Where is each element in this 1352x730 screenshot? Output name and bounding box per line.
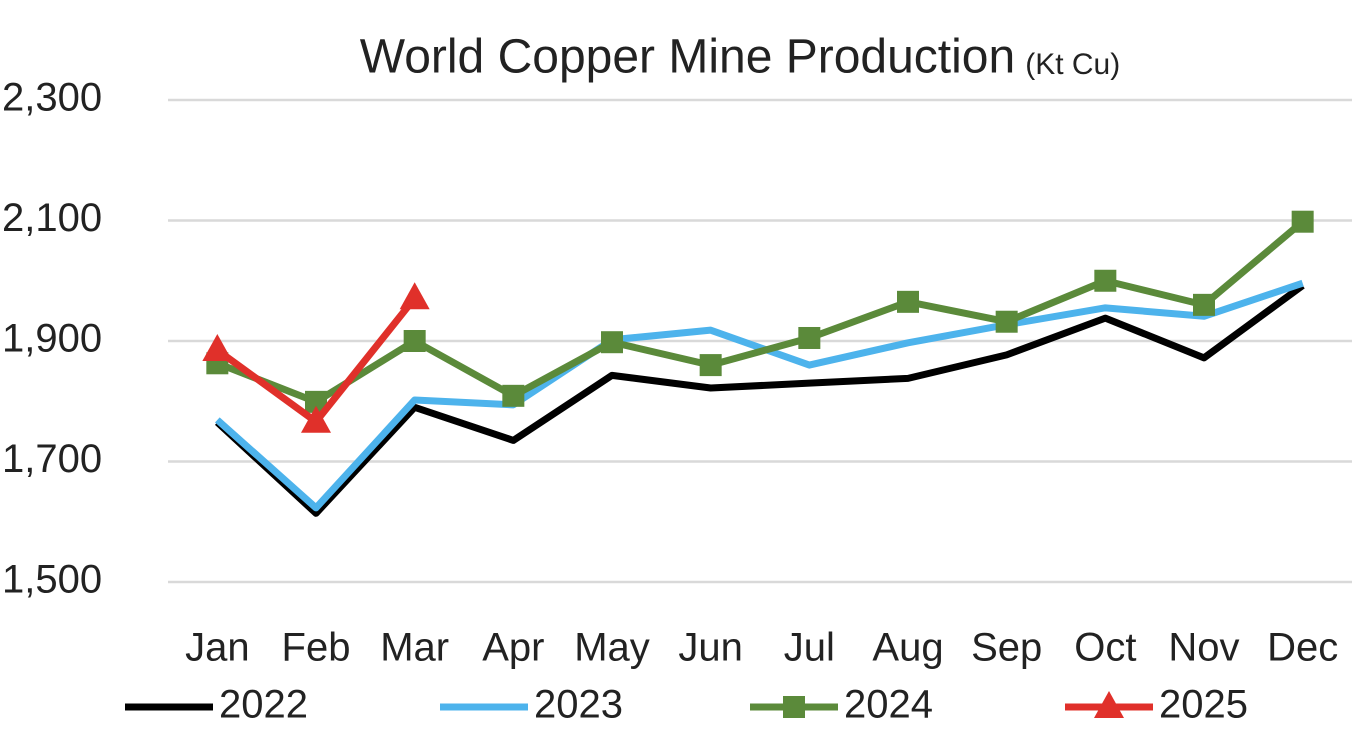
series	[214, 282, 1305, 517]
chart-subtitle: (Kt Cu)	[1025, 48, 1120, 81]
marker	[305, 390, 327, 413]
legend-label: 2023	[534, 683, 623, 727]
x-tick-label: Dec	[1267, 626, 1338, 670]
x-tick-label: Oct	[1074, 626, 1136, 670]
marker	[1291, 210, 1314, 233]
y-tick-label: 2,300	[2, 76, 102, 120]
x-tick-label: Jan	[185, 626, 250, 670]
marker	[1193, 293, 1215, 316]
line	[215, 279, 1304, 512]
x-tick-label: Jun	[678, 626, 743, 670]
marker	[798, 326, 821, 349]
marker	[601, 331, 623, 354]
marker	[403, 330, 426, 352]
legend-item: 2024	[750, 683, 933, 727]
marker	[699, 354, 722, 377]
x-tick-label: Apr	[482, 626, 544, 670]
marker	[202, 334, 233, 362]
legend-item: 2022	[125, 683, 308, 727]
line	[216, 219, 1305, 406]
legend-label: 2024	[844, 683, 933, 727]
marker	[301, 405, 331, 433]
y-tick-label: 1,500	[2, 558, 102, 602]
line	[214, 282, 1305, 517]
marker	[897, 290, 919, 313]
x-tick-label: Jul	[784, 626, 835, 670]
series	[215, 279, 1304, 512]
legend-label: 2022	[219, 683, 308, 727]
x-tick-label: Sep	[971, 626, 1042, 670]
marker	[399, 282, 430, 310]
marker	[502, 384, 525, 407]
x-tick-label: Feb	[282, 626, 351, 670]
legend-item: 2025	[1065, 683, 1248, 727]
x-tick-label: Mar	[380, 626, 449, 670]
series	[202, 282, 430, 433]
legend-label: 2025	[1159, 683, 1248, 727]
y-tick-label: 1,700	[2, 437, 102, 481]
y-tick-label: 1,900	[2, 317, 102, 361]
marker	[995, 310, 1018, 333]
series	[206, 210, 1314, 413]
legend-item: 2023	[440, 683, 623, 727]
x-tick-label: May	[574, 626, 650, 670]
legend-marker	[783, 696, 805, 718]
chart-title: World Copper Mine Production	[360, 31, 1015, 84]
x-tick-label: Aug	[872, 626, 943, 670]
legend-marker	[1094, 691, 1124, 718]
marker	[1094, 269, 1117, 292]
x-tick-label: Nov	[1168, 626, 1239, 670]
y-tick-label: 2,100	[2, 196, 102, 240]
